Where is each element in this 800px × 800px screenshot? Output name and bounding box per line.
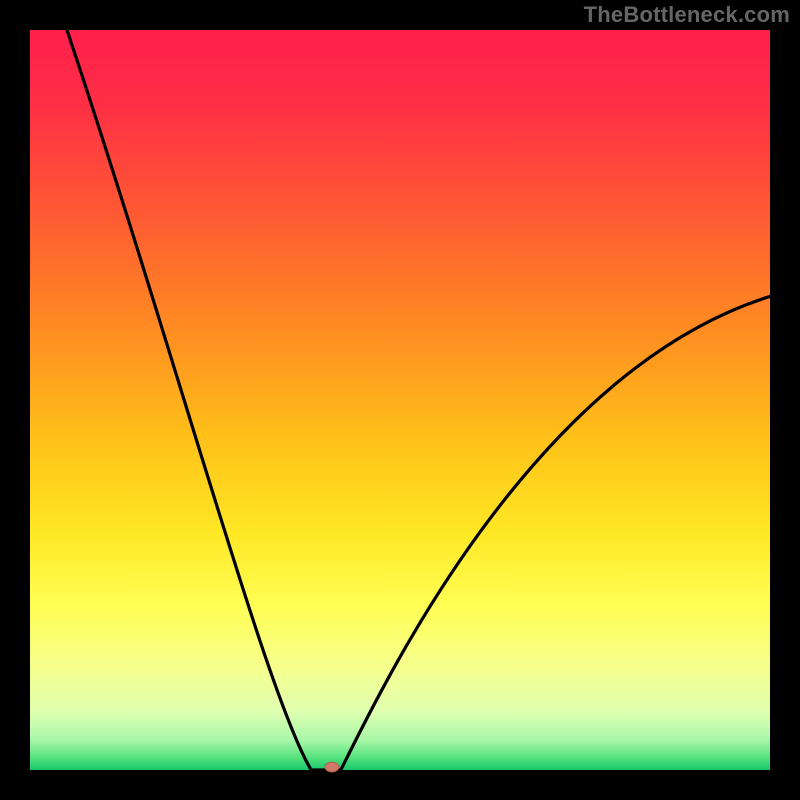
watermark-text: TheBottleneck.com: [584, 2, 790, 28]
optimal-marker: [325, 762, 339, 772]
bottleneck-chart: [0, 0, 800, 800]
